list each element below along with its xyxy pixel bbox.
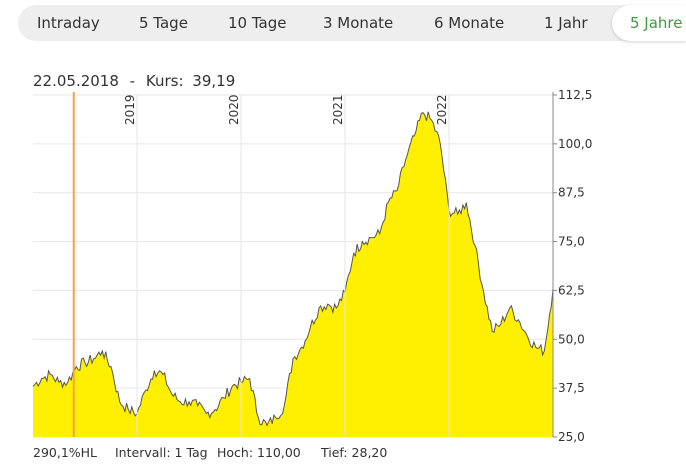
low-value: Tief: 28,20	[321, 445, 388, 460]
x-tick-label: 2019	[123, 94, 137, 125]
interval-info: Intervall: 1 Tag	[115, 445, 208, 460]
y-tick-label: 25,0	[558, 430, 585, 444]
period-tab-bar: Intraday 5 Tage 10 Tage 3 Monate 6 Monat…	[18, 5, 686, 41]
info-separator: -	[129, 72, 136, 90]
tab-10-tage[interactable]: 10 Tage	[228, 14, 287, 32]
tab-1-jahr[interactable]: 1 Jahr	[544, 14, 588, 32]
crosshair-info: 22.05.2018 - Kurs: 39,19	[33, 72, 235, 90]
y-tick-label: 112,5	[558, 88, 592, 102]
cursor-date: 22.05.2018	[33, 72, 119, 90]
tab-5-tage[interactable]: 5 Tage	[139, 14, 188, 32]
kurs-value: 39,19	[192, 72, 236, 90]
kurs-label: Kurs:	[145, 72, 184, 90]
tab-5-jahre[interactable]: 5 Jahre	[612, 5, 686, 41]
x-tick-label: 2021	[331, 94, 345, 125]
y-tick-label: 75,0	[558, 235, 585, 249]
y-tick-label: 50,0	[558, 332, 585, 346]
high-value: Hoch: 110,00	[217, 445, 301, 460]
hl-percent: 290,1%HL	[33, 445, 98, 460]
price-line	[32, 111, 554, 427]
tab-3-monate[interactable]: 3 Monate	[323, 14, 394, 32]
x-tick-label: 2020	[227, 94, 241, 125]
tab-6-monate[interactable]: 6 Monate	[434, 14, 505, 32]
x-tick-label: 2022	[435, 94, 449, 125]
tab-intraday[interactable]: Intraday	[37, 14, 100, 32]
price-area	[33, 111, 553, 437]
y-tick-label: 87,5	[558, 186, 585, 200]
y-tick-label: 100,0	[558, 137, 592, 151]
y-tick-label: 37,5	[558, 381, 585, 395]
y-tick-label: 62,5	[558, 283, 585, 297]
chart-footer: 290,1%HL Intervall: 1 Tag Hoch: 110,00 T…	[0, 445, 686, 465]
